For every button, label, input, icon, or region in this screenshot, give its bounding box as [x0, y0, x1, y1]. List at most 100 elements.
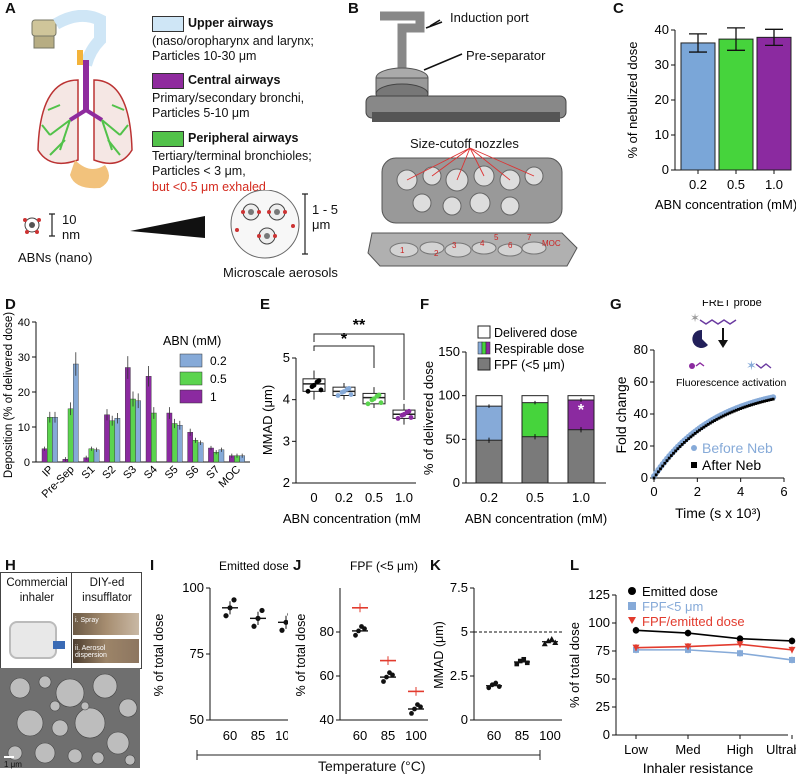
data-point	[406, 408, 412, 414]
central-airways-desc: Primary/secondary bronchi, Particles 5-1…	[152, 91, 305, 120]
stage-label: 1	[400, 246, 405, 255]
pre-separator-label: Pre-separator	[466, 48, 546, 63]
data-point	[788, 637, 796, 645]
x-tick-label: 0.5	[365, 490, 383, 505]
legend-label: 0.2	[210, 354, 227, 368]
legend-label: 1	[210, 390, 217, 404]
after-neb-point	[756, 401, 760, 405]
data-point	[632, 644, 640, 652]
x-tick-label: S3	[121, 464, 139, 482]
peripheral-airways-title: Peripheral airways	[188, 131, 299, 145]
panel-label-h: H	[5, 557, 16, 574]
after-neb-point	[689, 435, 693, 439]
x-tick-label: S6	[184, 464, 202, 482]
y-tick-label: 5	[461, 624, 468, 639]
x-tick-label: 2	[694, 484, 701, 499]
after-neb-point	[708, 421, 712, 425]
bar	[150, 412, 157, 463]
y-axis-label: MMAD (μm)	[432, 621, 446, 689]
data-point	[259, 607, 265, 614]
y-tick-label: 80	[634, 342, 648, 357]
y-tick-label: 0	[641, 470, 648, 485]
data-point	[390, 672, 395, 678]
after-neb-point	[652, 476, 656, 480]
bar	[197, 442, 204, 463]
data-point	[381, 679, 386, 684]
after-neb-point	[726, 412, 730, 416]
after-neb-point	[665, 459, 669, 463]
x-tick-label: 60	[487, 728, 501, 743]
cascade-impactor-illustration: 1 2 3 4 5 6 7 MOC	[365, 11, 578, 267]
data-point	[341, 389, 347, 394]
x-tick-label: 1.0	[765, 177, 783, 192]
x-tick-label: S5	[163, 464, 181, 482]
y-tick-label: 50	[190, 712, 204, 727]
legend-swatch	[477, 325, 491, 339]
x-tick-label: S1	[80, 464, 98, 482]
after-neb-point	[750, 403, 753, 407]
after-neb-point	[687, 437, 691, 441]
bar	[166, 412, 173, 463]
after-neb-point	[656, 470, 660, 474]
data-point	[362, 626, 367, 632]
after-neb-point	[730, 410, 734, 414]
peripheral-airways-exhaled: but <0.5 μm exhaled	[152, 180, 266, 194]
y-tick-label: 50	[596, 671, 610, 686]
x-axis-label: Inhaler resistance	[643, 760, 754, 776]
panel-label-g: G	[610, 296, 622, 313]
arrow-head-icon	[718, 340, 728, 348]
panel-label-d: D	[5, 296, 16, 313]
after-neb-point	[669, 454, 673, 458]
fret-probe-label: FRET probe	[702, 300, 762, 309]
panel-label-c: C	[613, 0, 624, 17]
series-line	[636, 649, 793, 661]
significance-star: **	[353, 317, 366, 334]
stage-label: 4	[480, 239, 485, 248]
x-tick-label: 0.2	[689, 177, 707, 192]
stage-labels: 1 2 3 4 5 6 7 MOC	[400, 233, 561, 258]
y-tick-label: 100	[438, 388, 460, 403]
stage-label: 3	[452, 241, 457, 250]
fpf-bar	[567, 429, 595, 484]
bar	[718, 38, 754, 171]
data-point	[789, 656, 795, 663]
y-tick-label: 80	[320, 624, 334, 639]
data-point	[632, 626, 640, 634]
y-tick-label: 10	[655, 127, 669, 142]
panel-label-a: A	[5, 0, 16, 17]
significance-bracket	[313, 345, 375, 368]
data-point	[318, 387, 324, 393]
y-tick-label: 2.5	[450, 668, 468, 683]
data-point	[788, 646, 796, 654]
data-point	[255, 615, 261, 621]
legend-marker	[628, 602, 636, 610]
legend-swatch	[485, 341, 491, 355]
data-point	[548, 636, 555, 642]
x-tick-label: S2	[100, 464, 118, 482]
abn-label: ABNs (nano)	[18, 250, 93, 265]
after-neb-point	[715, 417, 719, 421]
significance-star: *	[578, 402, 585, 419]
chart-k: 0 2.5 5 7.5 MMAD (μm) 60 85 100	[432, 580, 562, 743]
after-neb-point	[711, 420, 714, 424]
data-point	[684, 629, 692, 637]
bar	[145, 376, 152, 463]
x-axis-label: ABN concentration (mM)	[283, 511, 420, 526]
after-neb-point	[765, 399, 769, 403]
inhaler-device-image	[9, 621, 57, 659]
significance-bracket	[313, 333, 405, 400]
after-neb-point	[682, 441, 686, 444]
y-tick-label: 0	[603, 727, 610, 742]
temperature-axis-line	[196, 750, 541, 760]
enzyme-icon	[692, 329, 708, 348]
diy-insufflator-label: DIY-ed insufflator	[82, 577, 132, 604]
after-neb-point	[700, 427, 704, 431]
after-neb-point	[654, 473, 658, 477]
panel-label-k: K	[430, 557, 441, 574]
y-tick-label: 75	[596, 643, 610, 658]
x-tick-label: 1.0	[395, 490, 413, 505]
data-point	[287, 612, 288, 617]
after-neb-point	[674, 449, 678, 453]
after-neb-point	[741, 406, 745, 410]
data-point	[283, 619, 288, 625]
